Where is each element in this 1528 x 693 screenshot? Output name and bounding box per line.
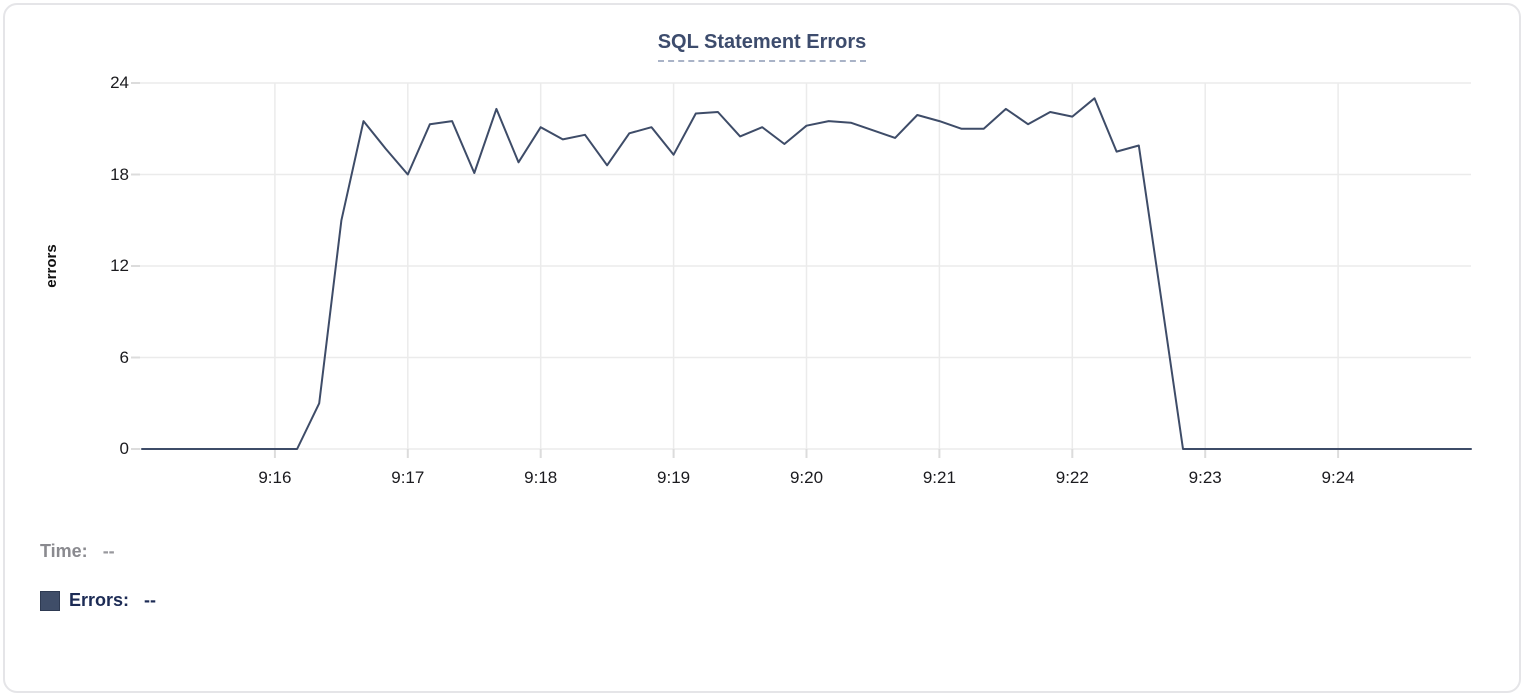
y-tick-label: 24 [110,73,129,92]
chart-title[interactable]: SQL Statement Errors [657,31,867,62]
x-tick-label: 9:17 [391,468,425,487]
y-axis-title: errors [43,244,60,288]
legend-time-row: Time: -- [40,541,156,562]
y-tick-label: 6 [119,347,129,367]
legend-errors-label: Errors: [69,590,130,610]
x-tick-label: 9:22 [1055,468,1089,487]
y-tick-label: 12 [110,256,129,275]
chart-card: SQL Statement Errors 0 6 12 18 24 9:16 9:17 9:… [3,3,1521,693]
legend-time-label: Time: [40,541,88,561]
y-tick-label: 18 [110,164,129,184]
x-tick-label: 9:21 [922,468,956,487]
legend-errors-value: -- [144,590,157,610]
x-tick-label: 9:16 [258,468,292,487]
errors-series-line[interactable] [141,97,1472,450]
chart-widget: SQL Statement Errors 0 6 12 18 24 9:16 9:17 9:… [5,5,1519,691]
x-tick-label: 9:18 [524,468,558,487]
y-tick-label: 0 [119,439,129,458]
x-tick-label: 9:20 [789,468,824,487]
x-tick-label: 9:19 [657,468,691,487]
chart-header: SQL Statement Errors [5,31,1519,62]
line-chart-svg[interactable] [5,5,1521,535]
errors-series-swatch [40,590,60,611]
legend-errors-row: Errors: -- [40,590,156,611]
tooltip-legend: Time: -- Errors: -- [40,541,156,611]
legend-time-value: -- [102,541,115,561]
x-tick-label: 9:23 [1188,468,1222,487]
x-tick-label: 9:24 [1321,468,1355,487]
